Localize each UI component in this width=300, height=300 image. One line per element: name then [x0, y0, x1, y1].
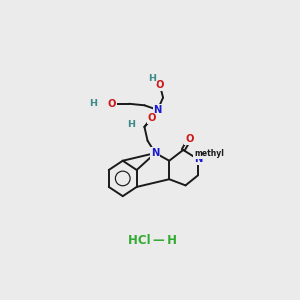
Text: H: H: [89, 99, 97, 108]
Text: N: N: [153, 105, 162, 115]
Text: O: O: [148, 113, 157, 123]
Text: H: H: [148, 74, 156, 83]
Text: HCl — H: HCl — H: [128, 233, 177, 247]
Text: O: O: [108, 99, 116, 109]
Text: methyl: methyl: [195, 149, 224, 158]
Text: H: H: [127, 120, 135, 129]
Text: N: N: [151, 148, 160, 158]
Text: O: O: [185, 134, 194, 144]
Text: N: N: [194, 154, 202, 164]
Text: O: O: [156, 80, 164, 90]
